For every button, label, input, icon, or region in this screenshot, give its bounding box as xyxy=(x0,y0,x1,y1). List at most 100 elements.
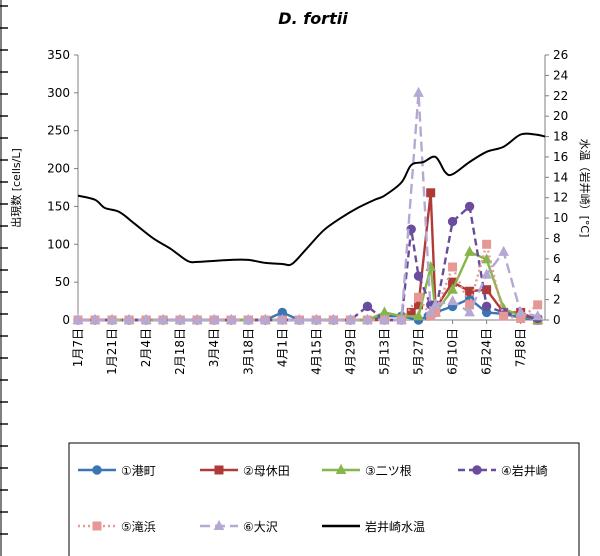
x-tick-label: 4月29日 xyxy=(343,328,357,375)
series-station-6 xyxy=(72,86,544,324)
legend-item: 岩井崎水温 xyxy=(322,519,425,534)
legend-label: ④岩井崎 xyxy=(501,463,548,478)
data-point xyxy=(465,286,475,296)
data-point xyxy=(481,268,492,279)
x-tick-label: 6月24日 xyxy=(480,328,494,375)
data-point xyxy=(259,313,271,324)
data-point xyxy=(447,295,458,306)
data-point xyxy=(464,245,475,256)
data-point xyxy=(533,300,543,310)
right-tick-label: 10 xyxy=(553,211,568,225)
left-tick-label: 200 xyxy=(47,162,70,176)
right-tick-label: 2 xyxy=(553,293,561,307)
legend-item: ④岩井崎 xyxy=(458,463,548,478)
legend-swatch-marker xyxy=(472,465,482,475)
data-point xyxy=(225,313,237,324)
left-tick-label: 300 xyxy=(47,86,70,100)
legend-swatch-marker xyxy=(213,519,225,530)
left-tick-label: 0 xyxy=(62,313,70,327)
data-point xyxy=(174,313,186,324)
x-tick-label: 5月27日 xyxy=(412,328,426,375)
y2-axis-label: 水温（岩井崎）[°C] xyxy=(578,139,592,238)
right-tick-label: 22 xyxy=(553,89,568,103)
data-point xyxy=(311,313,322,324)
data-point xyxy=(345,313,356,324)
legend-label: ⑥大沢 xyxy=(243,520,278,534)
legend-label: ②母休田 xyxy=(243,464,290,478)
right-tick-label: 18 xyxy=(553,130,568,144)
x-tick-label: 3月4日 xyxy=(207,328,221,367)
right-tick-label: 8 xyxy=(553,231,561,245)
legend-item: ③二ツ根 xyxy=(322,463,412,478)
x-tick-label: 1月7日 xyxy=(71,328,85,367)
data-point xyxy=(106,313,118,324)
legend-label: 岩井崎水温 xyxy=(365,519,425,534)
data-point xyxy=(140,313,152,324)
x-tick-label: 2月18日 xyxy=(173,328,187,375)
data-point xyxy=(498,245,509,256)
data-point xyxy=(413,271,424,281)
x-tick-label: 4月15日 xyxy=(309,328,323,375)
data-point xyxy=(242,313,254,324)
data-point xyxy=(515,306,527,317)
x-tick-label: 6月10日 xyxy=(446,328,460,375)
right-tick-label: 4 xyxy=(553,272,561,286)
data-point xyxy=(157,313,169,324)
data-point xyxy=(430,298,441,309)
data-point xyxy=(413,310,424,321)
series-water-temperature xyxy=(77,132,546,267)
data-point xyxy=(379,313,390,324)
data-point xyxy=(448,262,458,272)
legend-box xyxy=(68,442,580,556)
data-point xyxy=(294,313,305,324)
chart-title: D. fortii xyxy=(278,9,348,28)
x-tick-label: 2月4日 xyxy=(139,328,153,367)
x-tick-label: 7月8日 xyxy=(514,328,528,367)
data-point xyxy=(208,313,220,324)
legend-item: ⑥大沢 xyxy=(200,519,278,534)
data-point xyxy=(123,313,135,324)
legend-item: ①港町 xyxy=(78,464,156,478)
right-tick-label: 14 xyxy=(553,170,568,184)
data-point xyxy=(482,285,492,295)
right-tick-label: 6 xyxy=(553,252,561,266)
data-point xyxy=(414,292,424,302)
right-tick-label: 0 xyxy=(553,313,561,327)
series-line xyxy=(78,91,538,322)
data-point xyxy=(482,239,492,249)
data-point xyxy=(413,86,424,97)
legend-label: ①港町 xyxy=(121,464,156,478)
plot-area xyxy=(72,86,546,325)
legend-item: ⑤滝浜 xyxy=(78,520,156,534)
right-tick-label: 20 xyxy=(553,109,568,123)
legend-label: ③二ツ根 xyxy=(365,464,412,478)
x-tick-label: 1月21日 xyxy=(105,328,119,375)
y-axis-label: 出現数 [cells/L] xyxy=(9,148,23,228)
right-tick-label: 16 xyxy=(553,150,568,164)
x-tick-label: 4月1日 xyxy=(275,328,289,367)
x-tick-label: 3月18日 xyxy=(241,328,255,375)
data-point xyxy=(425,306,437,317)
x-tick-label: 5月13日 xyxy=(377,328,391,375)
data-point xyxy=(328,313,339,324)
legend: ①港町 ②母休田 ③二ツ根 ④岩井崎 ⑤滝浜 ⑥大沢 岩井崎水温 xyxy=(68,442,580,556)
right-tick-label: 12 xyxy=(553,191,568,205)
legend-swatch-marker xyxy=(92,465,102,475)
legend-swatch-marker xyxy=(92,521,102,531)
legend-swatch-marker xyxy=(335,463,347,474)
left-tick-label: 350 xyxy=(47,48,70,62)
right-tick-label: 24 xyxy=(553,68,568,82)
series-line xyxy=(77,132,546,267)
legend-item: ②母休田 xyxy=(200,464,290,478)
data-point xyxy=(191,313,203,324)
data-point xyxy=(396,313,407,324)
data-point xyxy=(481,301,492,312)
legend-label: ⑤滝浜 xyxy=(121,520,156,534)
data-point xyxy=(276,313,288,324)
x-axis: 1月7日 1月21日 2月4日 2月18日 3月4日 3月18日 4月1日 4月15日 4月29… xyxy=(71,319,545,375)
data-point xyxy=(447,283,458,294)
data-point xyxy=(464,201,475,212)
left-tick-label: 50 xyxy=(55,275,70,289)
